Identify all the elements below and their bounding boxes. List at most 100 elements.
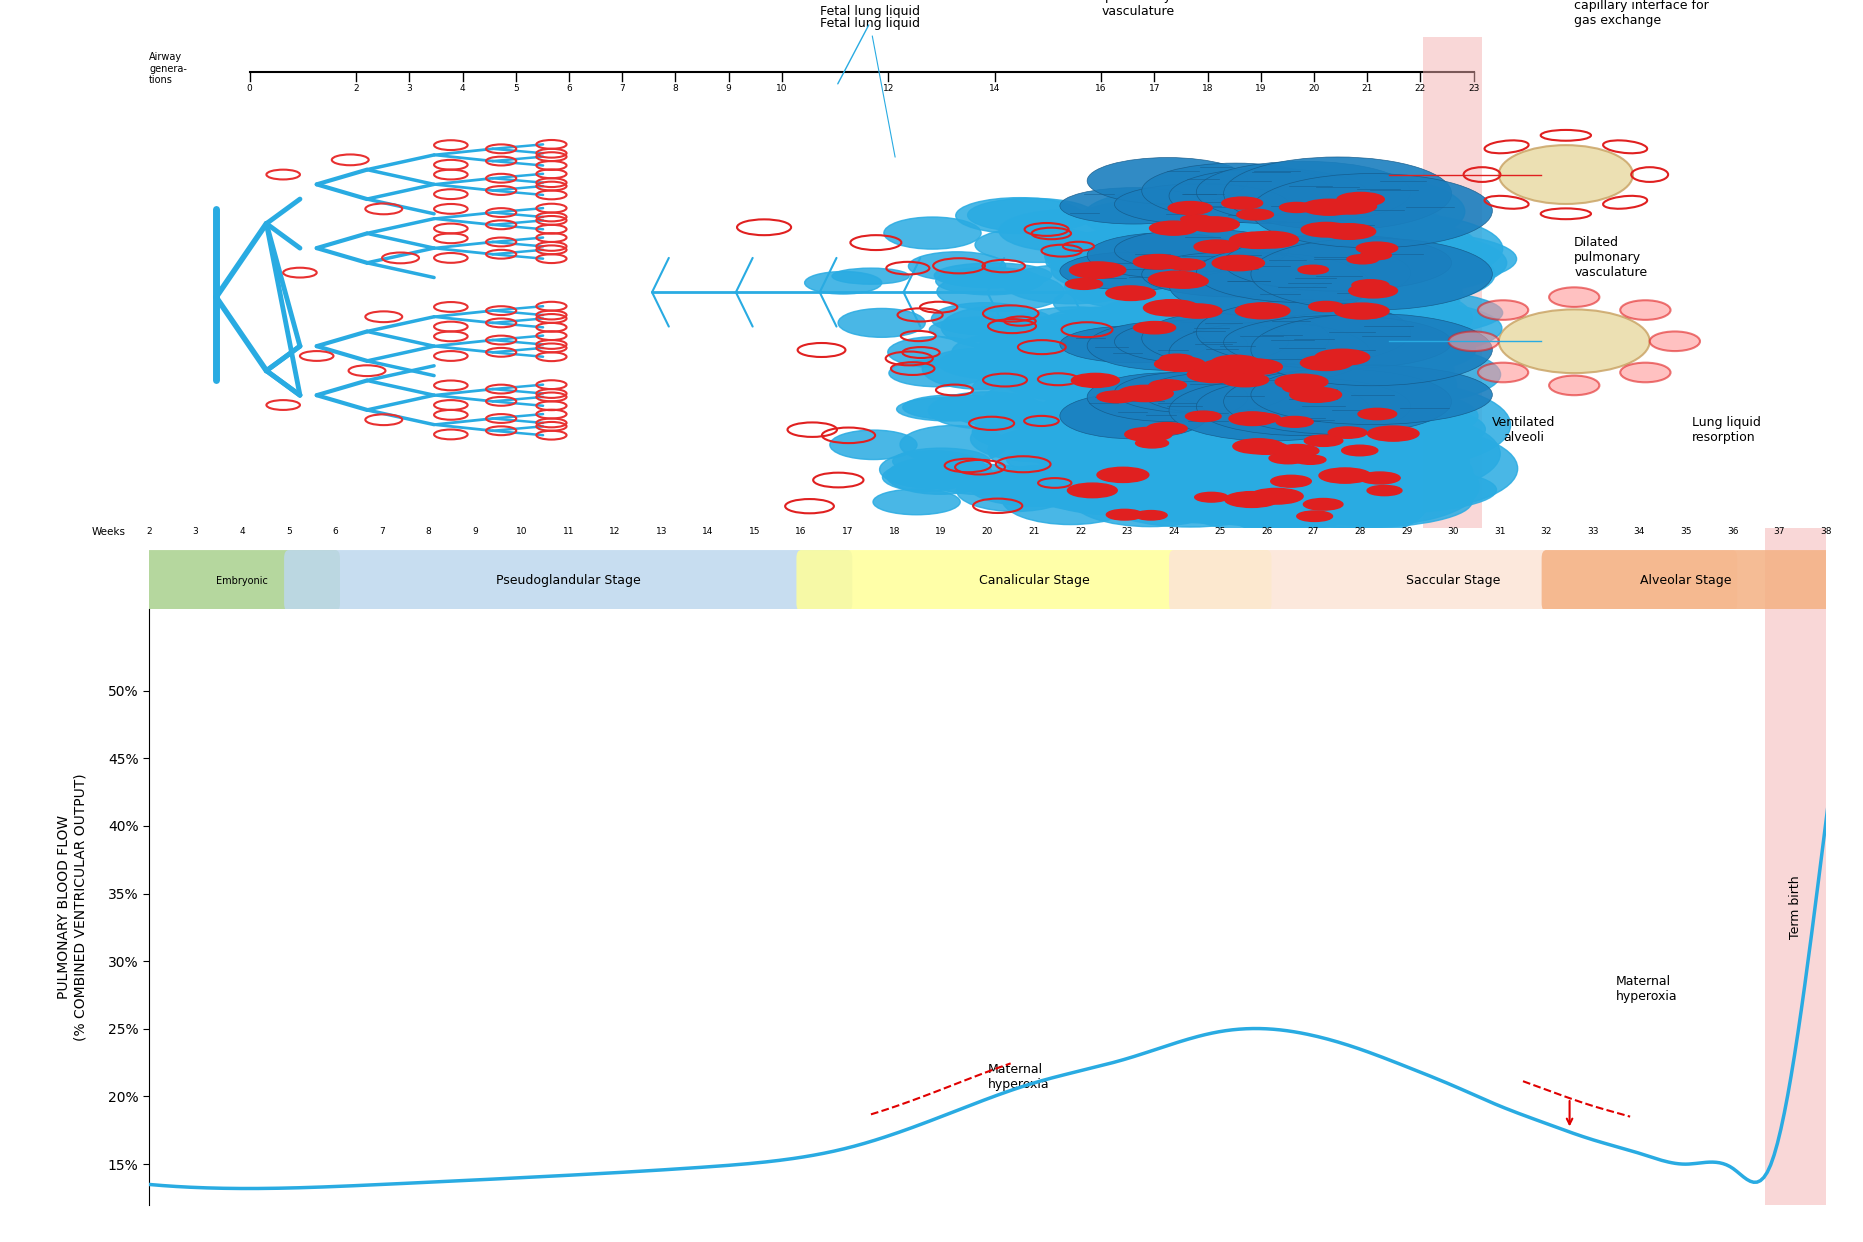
Ellipse shape [1237,380,1455,457]
Ellipse shape [1148,202,1336,271]
Ellipse shape [1045,246,1194,278]
Ellipse shape [1138,181,1336,247]
Circle shape [1356,242,1397,255]
Text: Maternal
hyperoxia: Maternal hyperoxia [1615,975,1679,1002]
Ellipse shape [1002,473,1140,524]
Ellipse shape [1153,227,1353,286]
Ellipse shape [1289,426,1518,510]
Ellipse shape [1120,212,1297,277]
Text: 2: 2 [145,527,153,537]
Ellipse shape [1250,313,1492,386]
Text: 24: 24 [1168,527,1179,537]
Ellipse shape [1196,293,1414,338]
Ellipse shape [1194,442,1392,504]
Circle shape [1282,381,1323,394]
Ellipse shape [1142,371,1330,415]
Ellipse shape [1498,145,1632,204]
Ellipse shape [1259,388,1477,445]
Ellipse shape [1077,370,1235,410]
Ellipse shape [1164,263,1353,319]
Text: 33: 33 [1587,527,1598,537]
Text: 18: 18 [889,527,900,537]
Text: 34: 34 [1634,527,1645,537]
Ellipse shape [904,395,1010,420]
Circle shape [1241,231,1299,248]
Ellipse shape [999,210,1136,252]
Ellipse shape [1289,232,1516,286]
Circle shape [1161,274,1209,288]
Circle shape [1097,467,1149,482]
Ellipse shape [1244,476,1472,528]
Text: 19: 19 [935,527,946,537]
Circle shape [1248,414,1280,422]
Text: 23: 23 [1468,84,1479,93]
Ellipse shape [1041,473,1190,515]
Ellipse shape [1133,278,1312,320]
Ellipse shape [1079,251,1237,294]
Ellipse shape [1107,361,1274,401]
Text: 16: 16 [1095,84,1107,93]
Circle shape [1237,209,1274,220]
Circle shape [1230,412,1276,426]
Ellipse shape [1110,353,1278,401]
Ellipse shape [941,306,1058,349]
Circle shape [1274,374,1328,390]
Ellipse shape [1146,257,1334,304]
Text: 26: 26 [1261,527,1272,537]
Ellipse shape [1006,443,1144,476]
Ellipse shape [1203,242,1421,299]
Bar [1766,528,1826,610]
Ellipse shape [954,401,1082,428]
Text: 5: 5 [512,84,518,93]
Ellipse shape [1144,255,1332,297]
Ellipse shape [1477,363,1528,383]
Ellipse shape [1202,287,1399,344]
Circle shape [1300,222,1351,237]
Ellipse shape [874,489,959,514]
Ellipse shape [1133,267,1321,308]
Ellipse shape [1142,252,1330,297]
Circle shape [1135,510,1166,520]
Text: 0: 0 [246,84,253,93]
Text: Alveolar Stage: Alveolar Stage [1639,574,1733,587]
Ellipse shape [1230,359,1457,428]
Ellipse shape [1222,288,1440,366]
Ellipse shape [999,353,1148,401]
Ellipse shape [991,330,1120,370]
Ellipse shape [1118,477,1304,523]
Ellipse shape [1002,307,1149,355]
Text: Airway
genera-
tions: Airway genera- tions [149,52,186,86]
Ellipse shape [1213,283,1420,360]
Ellipse shape [1203,437,1401,479]
Ellipse shape [967,199,1095,232]
Ellipse shape [1170,380,1371,441]
Ellipse shape [1272,412,1500,496]
Ellipse shape [930,317,1047,342]
Ellipse shape [1250,238,1492,310]
Ellipse shape [1170,460,1367,524]
Circle shape [1228,359,1282,375]
Ellipse shape [900,426,1008,463]
Circle shape [1125,427,1172,441]
Ellipse shape [1114,184,1289,225]
Ellipse shape [1621,301,1671,320]
FancyBboxPatch shape [283,550,853,611]
Ellipse shape [1189,404,1386,453]
Bar [1766,610,1826,1205]
Ellipse shape [1149,310,1338,355]
Ellipse shape [984,379,1122,421]
Text: 11: 11 [563,527,574,537]
Ellipse shape [1272,343,1500,406]
Text: 27: 27 [1308,527,1319,537]
Ellipse shape [1230,273,1448,348]
Ellipse shape [1250,365,1492,425]
Text: 10: 10 [516,527,527,537]
Ellipse shape [1144,251,1321,288]
Ellipse shape [1202,417,1420,474]
Ellipse shape [1027,430,1174,472]
Ellipse shape [1088,322,1248,370]
Ellipse shape [1239,349,1457,421]
Text: 6: 6 [332,527,339,537]
Ellipse shape [1220,428,1427,476]
Ellipse shape [896,397,1004,421]
